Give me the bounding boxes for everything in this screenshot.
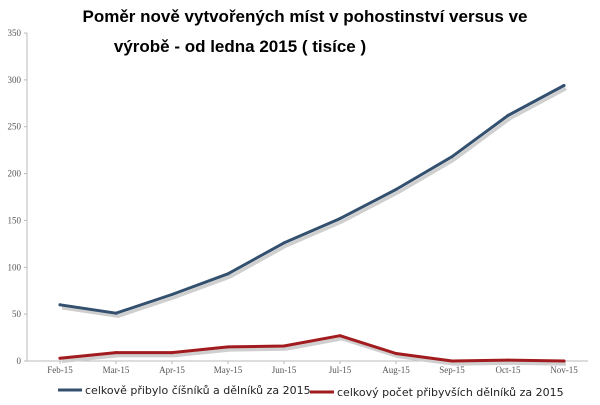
series-1-point xyxy=(58,303,62,307)
series-layer xyxy=(58,83,567,366)
series-1-line xyxy=(58,84,566,315)
y-tick-label: 350 xyxy=(8,28,22,38)
series-1-point xyxy=(114,311,118,315)
y-tick-label: 150 xyxy=(8,215,22,225)
series-2-point xyxy=(394,352,398,356)
y-tick-label: 200 xyxy=(8,169,22,179)
y-tick-label: 100 xyxy=(8,262,22,272)
x-tick-label: Oct-15 xyxy=(496,365,521,375)
x-tick-label: Nov-15 xyxy=(550,365,578,375)
series-1-point xyxy=(562,83,566,87)
series-2-point xyxy=(282,344,286,348)
legend-label-series-1: celkově přibylo číšníků a dělníků za 201… xyxy=(85,384,311,397)
series-1-shadow xyxy=(61,86,567,318)
series-1-point xyxy=(394,188,398,192)
chart-title-line-2: výrobě - od ledna 2015 ( tisíce ) xyxy=(114,37,366,56)
y-tick-label: 50 xyxy=(12,309,22,319)
series-1-point xyxy=(282,241,286,245)
y-tick-label: 300 xyxy=(8,75,22,85)
series-1-point xyxy=(450,155,454,159)
x-tick-label: Jun-15 xyxy=(272,365,297,375)
x-tick-label: Feb-15 xyxy=(47,365,73,375)
y-tick-label: 0 xyxy=(17,356,22,366)
series-1-point xyxy=(226,272,230,276)
series-2-point xyxy=(450,359,454,363)
series-2-point xyxy=(170,351,174,355)
series-1-point xyxy=(506,113,510,117)
y-tick-label: 250 xyxy=(8,122,22,132)
series-2-shadow xyxy=(61,336,567,366)
series-2-point xyxy=(562,359,566,363)
series-2-point xyxy=(506,358,510,362)
series-1-point xyxy=(338,217,342,221)
series-2-point xyxy=(58,356,62,360)
x-tick-label: Jul-15 xyxy=(329,365,352,375)
x-tick-label: Sep-15 xyxy=(439,365,465,375)
series-2-line xyxy=(58,334,566,363)
series-2-point xyxy=(226,345,230,349)
x-tick-label: Aug-15 xyxy=(382,365,410,375)
chart-title-line-1: Poměr nově vytvořených míst v pohostinst… xyxy=(83,7,528,26)
x-tick-label: Apr-15 xyxy=(159,365,185,375)
series-2-point xyxy=(114,351,118,355)
series-1-point xyxy=(170,292,174,296)
y-axis-ticks: 0 50 100 150 200 250 300 350 xyxy=(8,28,27,366)
legend-label-series-2: celkový počet přibyvších dělníků za 2015 xyxy=(337,386,564,399)
series-2-point xyxy=(338,334,342,338)
legend: celkově přibylo číšníků a dělníků za 201… xyxy=(58,384,564,399)
x-tick-label: May-15 xyxy=(214,365,243,375)
x-tick-label: Mar-15 xyxy=(103,365,130,375)
